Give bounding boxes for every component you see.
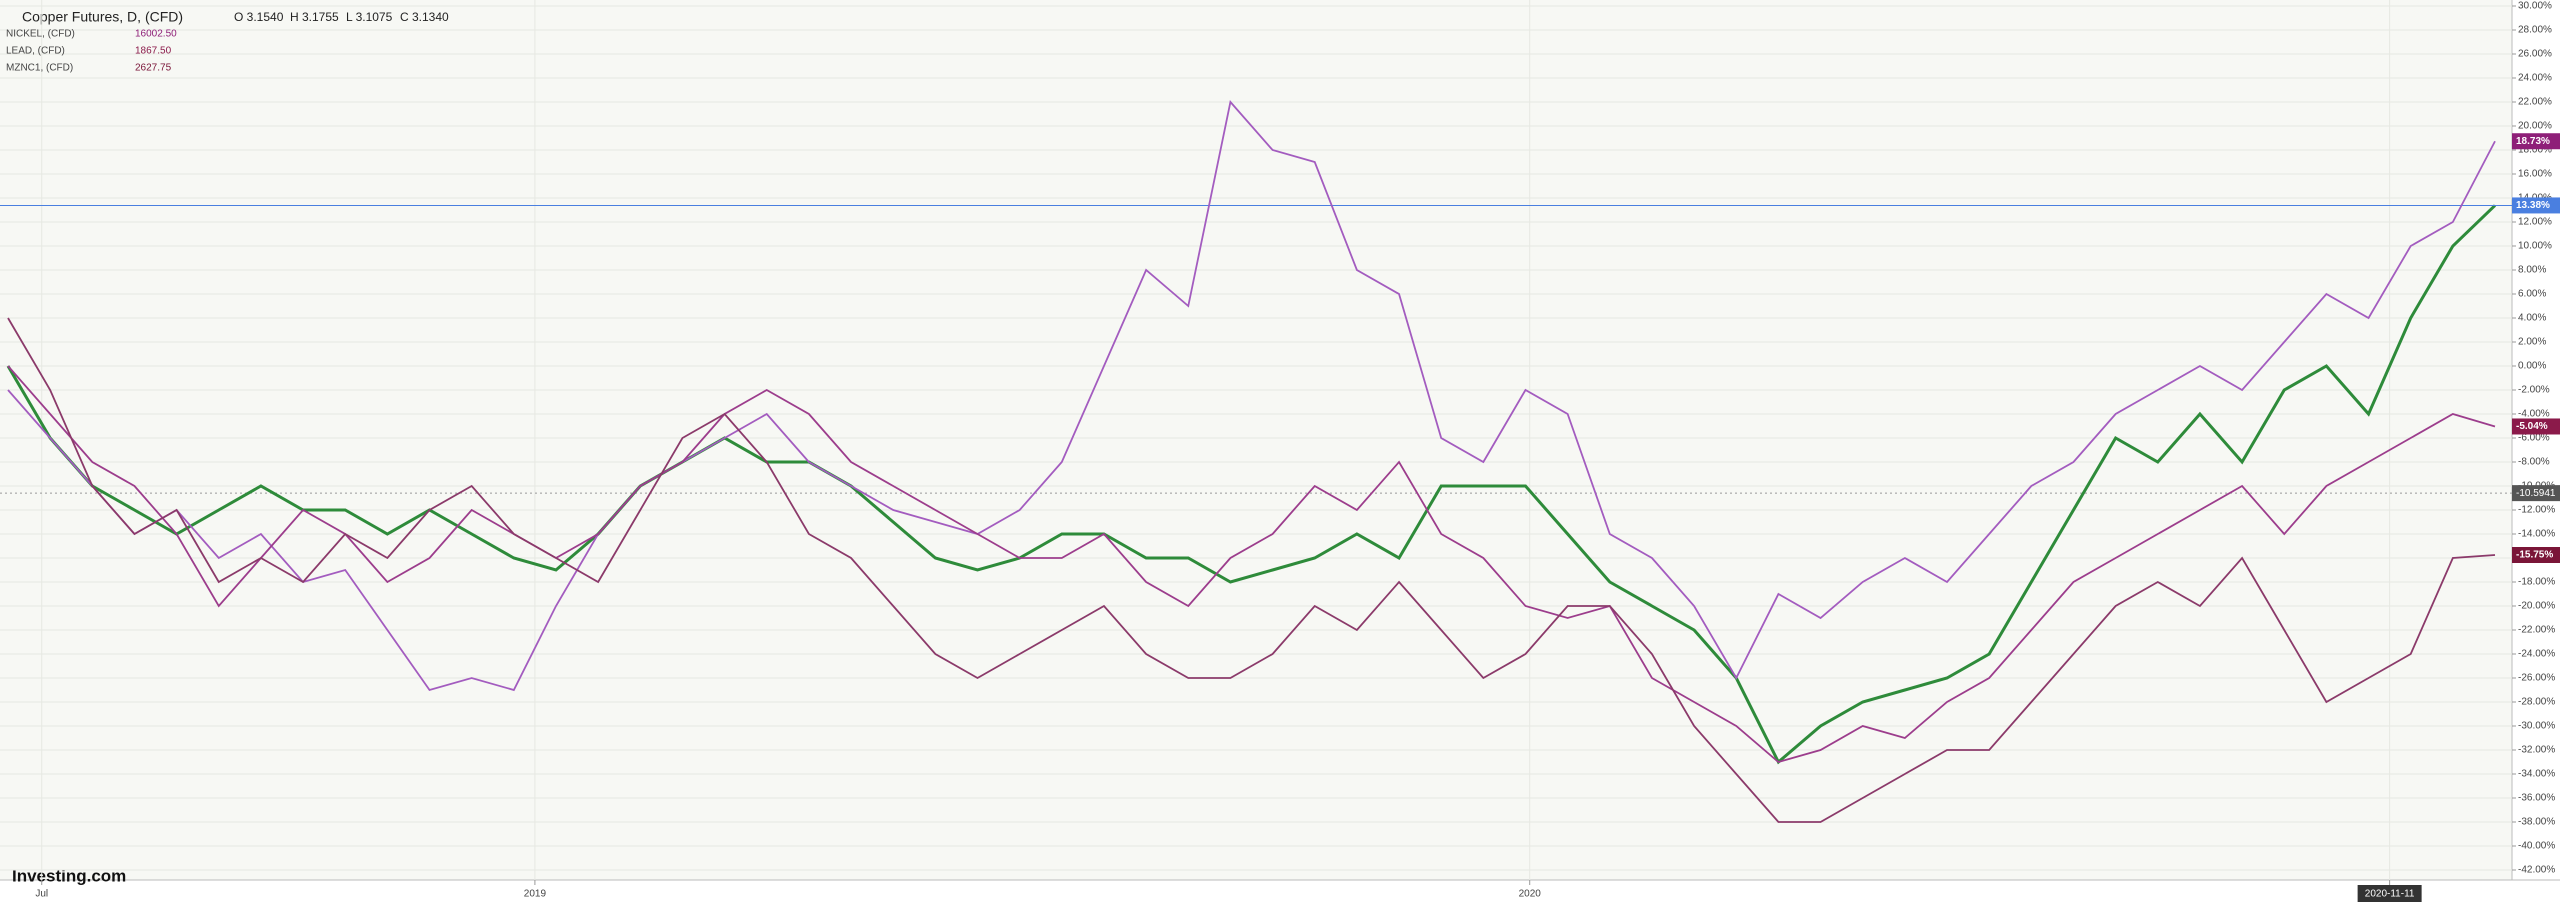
ohlc-low: L 3.1075 bbox=[346, 10, 393, 24]
y-tick-label: -40.00% bbox=[2518, 841, 2555, 852]
y-tick-label: 10.00% bbox=[2518, 241, 2552, 252]
y-tick-label: -24.00% bbox=[2518, 649, 2555, 660]
crosshair-label: -10.5941 bbox=[2516, 488, 2556, 499]
y-tick-label: 8.00% bbox=[2518, 265, 2546, 276]
y-tick-label: -18.00% bbox=[2518, 577, 2555, 588]
legend-value: 16002.50 bbox=[135, 29, 177, 40]
y-tick-label: -32.00% bbox=[2518, 745, 2555, 756]
series-line bbox=[6, 204, 2497, 765]
ohlc-high: H 3.1755 bbox=[290, 10, 339, 24]
y-tick-label: 22.00% bbox=[2518, 97, 2552, 108]
end-label: 18.73% bbox=[2516, 136, 2550, 147]
y-tick-label: 12.00% bbox=[2518, 217, 2552, 228]
y-tick-label: 0.00% bbox=[2518, 361, 2546, 372]
ohlc-open: O 3.1540 bbox=[234, 10, 284, 24]
brand-logo: Investing.com bbox=[12, 866, 126, 885]
x-tick-label: Jul bbox=[35, 889, 48, 900]
end-label-bg bbox=[2512, 133, 2560, 150]
y-tick-label: -22.00% bbox=[2518, 625, 2555, 636]
y-tick-label: -20.00% bbox=[2518, 601, 2555, 612]
legend-name: MZNC1, (CFD) bbox=[6, 63, 73, 74]
legend-value: 1867.50 bbox=[135, 46, 172, 57]
x-tick-label: 2020 bbox=[1519, 889, 1542, 900]
series-line bbox=[7, 317, 2496, 823]
ohlc-close: C 3.1340 bbox=[400, 10, 449, 24]
end-label: -15.75% bbox=[2516, 550, 2553, 561]
legend-value: 2627.75 bbox=[135, 63, 172, 74]
x-tick-highlight bbox=[2357, 885, 2422, 902]
y-tick-label: 4.00% bbox=[2518, 313, 2546, 324]
x-tick-label: 2020-11-11 bbox=[2365, 889, 2415, 900]
y-tick-label: -42.00% bbox=[2518, 865, 2555, 876]
legend-name: LEAD, (CFD) bbox=[6, 46, 65, 57]
y-tick-label: -28.00% bbox=[2518, 697, 2555, 708]
y-tick-label: -6.00% bbox=[2518, 433, 2550, 444]
y-tick-label: -4.00% bbox=[2518, 409, 2550, 420]
chart-title: Copper Futures, D, (CFD) bbox=[22, 9, 183, 25]
end-label: 13.38% bbox=[2516, 200, 2550, 211]
y-tick-label: -30.00% bbox=[2518, 721, 2555, 732]
y-tick-label: 2.00% bbox=[2518, 337, 2546, 348]
y-tick-label: -36.00% bbox=[2518, 793, 2555, 804]
y-tick-label: 18.00% bbox=[2518, 145, 2552, 156]
y-tick-label: 28.00% bbox=[2518, 25, 2552, 36]
y-tick-label: -26.00% bbox=[2518, 673, 2555, 684]
y-tick-label: 20.00% bbox=[2518, 121, 2552, 132]
y-tick-label: 6.00% bbox=[2518, 289, 2546, 300]
series-line bbox=[7, 365, 2496, 763]
x-tick-label: 2019 bbox=[524, 889, 547, 900]
series-line bbox=[7, 100, 2496, 692]
y-tick-label: -2.00% bbox=[2518, 385, 2550, 396]
end-label-bg bbox=[2512, 418, 2560, 435]
y-tick-label: -34.00% bbox=[2518, 769, 2555, 780]
end-label-bg bbox=[2512, 197, 2560, 214]
y-tick-label: -14.00% bbox=[2518, 529, 2555, 540]
y-tick-label: 30.00% bbox=[2518, 1, 2552, 12]
y-tick-label: 26.00% bbox=[2518, 49, 2552, 60]
end-label: -5.04% bbox=[2516, 421, 2548, 432]
y-tick-label: -12.00% bbox=[2518, 505, 2555, 516]
crosshair-label-bg bbox=[2512, 485, 2560, 502]
y-tick-label: 24.00% bbox=[2518, 73, 2552, 84]
y-tick-label: -38.00% bbox=[2518, 817, 2555, 828]
legend-name: NICKEL, (CFD) bbox=[6, 29, 75, 40]
y-tick-label: 16.00% bbox=[2518, 169, 2552, 180]
end-label-bg bbox=[2512, 547, 2560, 563]
y-tick-label: -8.00% bbox=[2518, 457, 2550, 468]
